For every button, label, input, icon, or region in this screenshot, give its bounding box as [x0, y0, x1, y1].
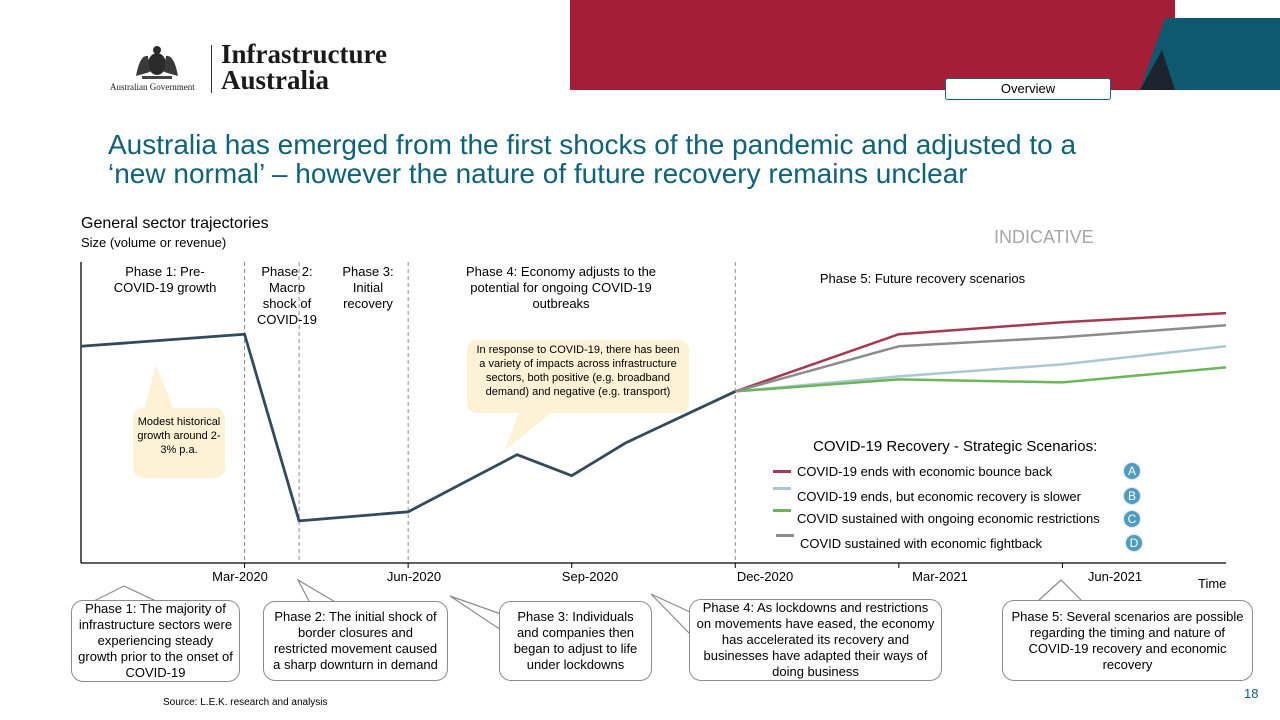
- callout-sector-impacts: In response to COVID-19, there has been …: [467, 340, 689, 413]
- scenario-line-c: [735, 366, 1227, 393]
- scenario-badge-c: C: [1123, 510, 1141, 528]
- phase3-label: Phase 3: Initial recovery: [342, 264, 394, 311]
- header-band-red: [570, 0, 1175, 90]
- header-dark-overlap: [1140, 50, 1175, 90]
- phase5-note: Phase 5: Several scenarios are possible …: [1002, 600, 1253, 681]
- callout-historical-growth: Modest historical growth around 2-3% p.a…: [133, 408, 225, 478]
- legend-title: COVID-19 Recovery - Strategic Scenarios:: [813, 438, 1098, 455]
- callout1-pointer: [144, 365, 174, 410]
- legend-swatch-a: [773, 470, 791, 473]
- legend-swatch-d: [776, 534, 794, 537]
- scenario-line-d: [734, 323, 1227, 393]
- chart-ylabel: Size (volume or revenue): [81, 235, 227, 250]
- legend-swatch-b: [773, 487, 791, 490]
- x-tick-label: Jun-2021: [1087, 569, 1143, 584]
- indicative-label: INDICATIVE: [994, 227, 1094, 247]
- logo: Australian Government Infrastructure Aus…: [110, 40, 410, 100]
- x-axis-label: Time: [1198, 576, 1227, 591]
- phase2-label: Phase 2: Macro shock of COVID-19: [257, 264, 317, 327]
- gov-label: Australian Government: [110, 82, 195, 92]
- scenario-badge-a: A: [1123, 462, 1141, 480]
- phase4-label: Phase 4: Economy adjusts to the potentia…: [465, 264, 657, 311]
- coat-of-arms-icon: [136, 46, 178, 79]
- x-tick-label: Jun-2020: [386, 569, 442, 584]
- source-note: Source: L.E.K. research and analysis: [163, 697, 328, 708]
- phase2-note: Phase 2: The initial shock of border clo…: [263, 601, 448, 681]
- legend-swatch-c: [773, 509, 791, 512]
- historical-line: [80, 332, 736, 523]
- x-tick-label: Dec-2020: [736, 569, 794, 584]
- scenario-badge-b: B: [1123, 487, 1141, 505]
- logo-divider: [211, 45, 212, 93]
- legend: COVID-19 ends with economic bounce back …: [773, 462, 1153, 562]
- org-name-line1: Infrastructure: [221, 39, 387, 69]
- page-title-line2: ‘new normal’ – however the nature of fut…: [108, 158, 968, 189]
- scenario-badge-d: D: [1125, 534, 1143, 552]
- phase1-label: Phase 1: Pre-COVID-19 growth: [113, 264, 217, 295]
- x-tick-label: Mar-2020: [212, 569, 268, 584]
- overview-button[interactable]: Overview: [945, 78, 1111, 100]
- scenario-line-b: [735, 345, 1227, 393]
- phase3-note: Phase 3: Individuals and companies then …: [499, 601, 652, 681]
- scenario-line-a: [734, 311, 1227, 393]
- page-title-line1: Australia has emerged from the first sho…: [108, 129, 1077, 160]
- legend-label-d: COVID sustained with economic fightback: [800, 536, 1043, 551]
- org-name-line2: Australia: [221, 65, 329, 95]
- chart-title: General sector trajectories: [81, 215, 269, 232]
- page-number: 18: [1244, 686, 1259, 701]
- header-teal-block: [1140, 18, 1280, 90]
- x-tick-label: Sep-2020: [561, 569, 619, 584]
- legend-label-a: COVID-19 ends with economic bounce back: [797, 464, 1053, 479]
- callout2-pointer: [505, 410, 555, 450]
- header-decoration: [1130, 0, 1280, 90]
- legend-label-c: COVID sustained with ongoing economic re…: [797, 511, 1100, 526]
- phase5-label: Phase 5: Future recovery scenarios: [819, 271, 1026, 286]
- phase1-note: Phase 1: The majority of infrastructure …: [71, 600, 240, 682]
- x-tick-label: Mar-2021: [912, 569, 968, 584]
- legend-label-b: COVID-19 ends, but economic recovery is …: [797, 489, 1081, 504]
- phase4-note: Phase 4: As lockdowns and restrictions o…: [689, 599, 942, 681]
- page-title: Australia has emerged from the first sho…: [108, 130, 1208, 188]
